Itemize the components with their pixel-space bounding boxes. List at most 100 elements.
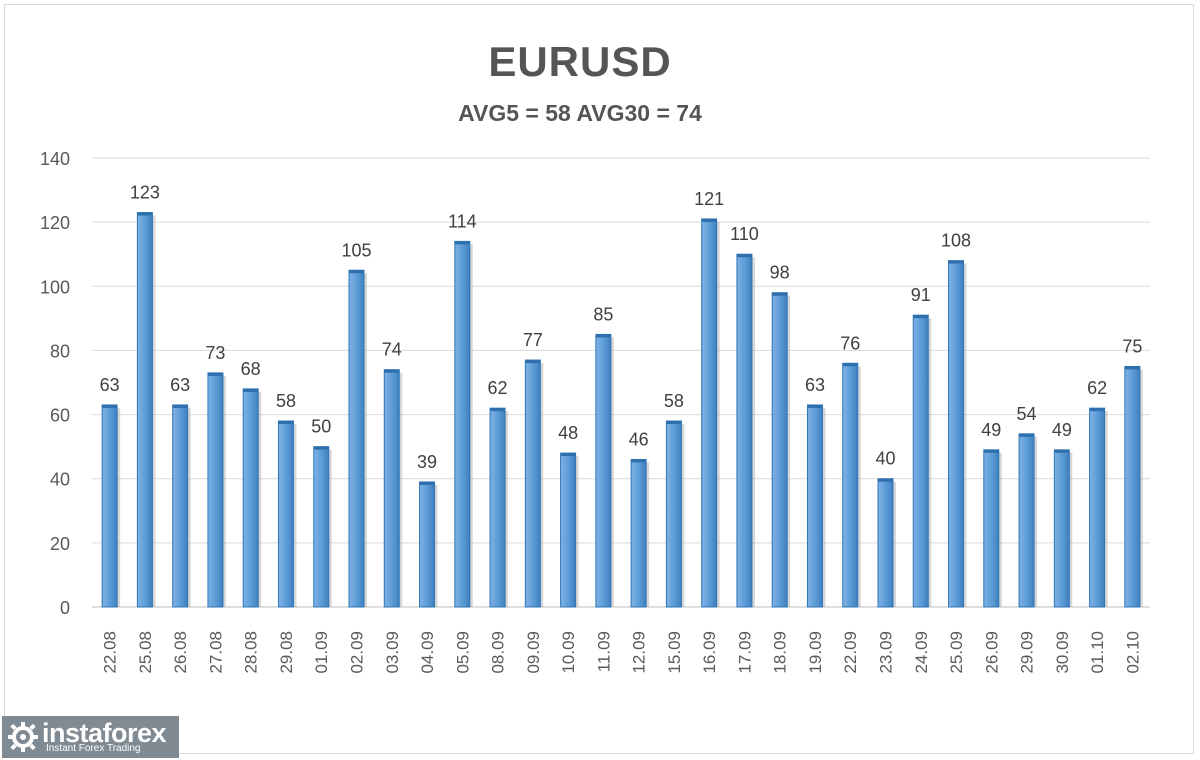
x-tick-label: 08.09: [489, 631, 508, 674]
x-tick-label: 25.08: [136, 631, 155, 674]
x-tick-label: 26.08: [171, 631, 190, 674]
x-tick-label: 10.09: [559, 631, 578, 674]
y-tick-label: 100: [40, 277, 70, 297]
bar-top: [595, 334, 611, 338]
bar-top: [666, 420, 682, 424]
data-label: 46: [629, 429, 649, 449]
data-label: 63: [805, 375, 825, 395]
x-tick-label: 02.09: [348, 631, 367, 674]
x-tick-label: 27.08: [206, 631, 225, 674]
bar-top: [1019, 433, 1035, 437]
bar: [595, 333, 612, 608]
bar-top: [1124, 366, 1140, 370]
bar: [136, 212, 153, 608]
gear-icon: [8, 722, 38, 752]
bar-top: [454, 241, 470, 245]
bar: [560, 452, 577, 608]
data-label: 58: [664, 391, 684, 411]
x-tick-label: 24.09: [912, 631, 931, 674]
bar: [101, 404, 118, 608]
data-label: 58: [276, 391, 296, 411]
logo-wordmark: instaforex: [42, 718, 167, 748]
bar-top: [137, 212, 153, 216]
data-label: 108: [941, 231, 971, 251]
data-label: 62: [1087, 378, 1107, 398]
x-tick-label: 11.09: [594, 631, 613, 672]
bar-top: [807, 404, 823, 408]
bar-top: [701, 218, 717, 222]
bar-top: [736, 254, 752, 258]
bar: [172, 404, 189, 608]
bar-top: [419, 481, 435, 485]
chart-subtitle: AVG5 = 58 AVG30 = 74: [458, 100, 702, 126]
y-tick-label: 120: [40, 213, 70, 233]
bar: [1089, 407, 1106, 608]
x-tick-label: 25.09: [947, 631, 966, 674]
data-label: 91: [911, 285, 931, 305]
bar: [524, 359, 541, 608]
data-label: 121: [694, 189, 724, 209]
data-label: 98: [770, 263, 790, 283]
data-label: 40: [875, 449, 895, 469]
bar: [348, 269, 365, 608]
x-tick-label: 22.08: [101, 631, 120, 674]
data-label: 77: [523, 330, 543, 350]
x-tick-label: 02.10: [1123, 631, 1142, 674]
bar: [242, 388, 259, 608]
bar-top: [560, 453, 576, 457]
y-tick-label: 80: [50, 341, 70, 361]
x-tick-label: 05.09: [453, 631, 472, 674]
bar: [313, 446, 330, 608]
bar: [877, 478, 894, 608]
x-tick-label: 30.09: [1053, 631, 1072, 674]
y-tick-label: 140: [40, 149, 70, 169]
x-tick-label: 09.09: [524, 631, 543, 674]
x-tick-label: 04.09: [418, 631, 437, 674]
x-tick-label: 12.09: [630, 631, 649, 674]
bar-top: [878, 478, 893, 482]
x-tick-label: 23.09: [877, 631, 896, 674]
y-tick-label: 20: [50, 534, 70, 554]
data-label: 54: [1017, 404, 1037, 424]
data-label: 74: [382, 340, 402, 360]
bar-top: [490, 408, 506, 412]
bar-top: [983, 449, 999, 453]
x-tick-label: 01.09: [312, 631, 331, 674]
data-label: 63: [100, 375, 120, 395]
bar: [1053, 449, 1070, 608]
data-label: 85: [593, 304, 613, 324]
bar: [1018, 433, 1035, 608]
bar: [630, 458, 647, 608]
data-label: 123: [130, 183, 160, 203]
x-tick-label: 18.09: [771, 631, 790, 674]
x-tick-label: 29.08: [277, 631, 296, 674]
data-label: 76: [840, 333, 860, 353]
x-tick-label: 19.09: [806, 631, 825, 674]
data-label: 110: [730, 224, 759, 244]
bar: [948, 260, 965, 608]
data-label: 68: [241, 359, 261, 379]
bar: [1124, 365, 1141, 608]
x-tick-label: 17.09: [735, 631, 754, 674]
bar: [842, 362, 859, 608]
bar: [207, 372, 224, 608]
x-tick-label: 03.09: [383, 631, 402, 674]
bar: [489, 407, 506, 608]
data-label: 49: [981, 420, 1001, 440]
data-label: 63: [170, 375, 190, 395]
data-label: 48: [558, 423, 578, 443]
bar: [701, 218, 718, 608]
y-tick-label: 60: [50, 406, 70, 426]
bar: [771, 292, 788, 608]
data-label: 105: [341, 240, 371, 260]
bar: [277, 420, 294, 608]
y-tick-label: 0: [60, 598, 70, 618]
x-tick-label: 29.09: [1018, 631, 1037, 674]
bar: [665, 420, 682, 608]
logo-tagline: Instant Forex Trading: [46, 743, 141, 754]
x-tick-label: 28.08: [242, 631, 261, 674]
bar-top: [631, 459, 647, 463]
x-tick-label: 15.09: [665, 631, 684, 674]
data-label: 39: [417, 452, 437, 472]
